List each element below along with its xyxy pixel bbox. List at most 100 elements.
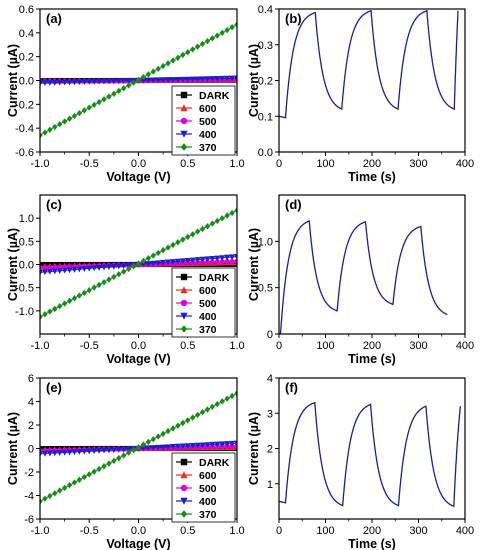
data-point [126, 82, 132, 89]
data-point [145, 445, 152, 452]
data-point [165, 444, 172, 451]
data-point [195, 228, 201, 235]
data-point [190, 231, 196, 238]
y-tick-label: 0 [267, 329, 273, 341]
data-point [160, 77, 167, 84]
data-point [120, 446, 127, 453]
data-point [140, 73, 147, 81]
data-point [224, 254, 231, 261]
x-tick-label: -0.5 [80, 158, 99, 170]
data-point [209, 35, 215, 42]
data-point [175, 422, 181, 429]
data-point [219, 215, 225, 222]
data-point [86, 448, 93, 455]
data-point [145, 255, 151, 262]
data-point [219, 75, 226, 82]
data-point [150, 260, 157, 267]
legend-label: 600 [199, 103, 217, 115]
y-tick-label: 0.5 [258, 283, 273, 295]
data-point [115, 446, 122, 453]
legend-label: 400 [199, 311, 217, 323]
x-tick-label: -0.5 [80, 525, 99, 537]
data-point [61, 449, 68, 456]
x-tick-label: 0.5 [180, 158, 195, 170]
panel-label: (d) [285, 197, 302, 212]
data-point [189, 442, 196, 449]
data-point [165, 427, 171, 435]
panel-label: (c) [46, 197, 62, 212]
data-point [126, 449, 132, 456]
legend-marker [180, 299, 188, 307]
x-tick-label: 1.0 [229, 525, 244, 537]
legend-item-dark: DARK [176, 457, 230, 469]
data-point [155, 65, 161, 73]
y-tick-label: -0.4 [15, 123, 34, 135]
legend-marker [180, 312, 188, 320]
photocurrent-line [279, 9, 459, 119]
data-point [96, 281, 102, 289]
data-point [209, 259, 215, 265]
y-tick-label: -1.0 [15, 306, 34, 318]
data-point [47, 264, 53, 271]
legend-marker [180, 484, 188, 492]
y-tick-label: -0.5 [15, 283, 34, 295]
data-point [234, 75, 237, 82]
series-400 [40, 254, 237, 276]
data-point [165, 60, 171, 67]
x-tick-label: 200 [363, 525, 381, 537]
y-tick-label: 0.0 [19, 260, 34, 272]
panel-e: -1.0 -0.5 0.0 0.5 1.0 -6 -4 -2 0 2 4 6 Voltage (V) Cu… [6, 373, 245, 550]
data-point [105, 264, 112, 271]
data-point [42, 495, 48, 502]
panel-label: (b) [285, 11, 302, 26]
data-point [229, 209, 235, 217]
legend-label: 370 [199, 142, 217, 154]
data-point [170, 425, 176, 432]
data-point [224, 258, 230, 265]
data-point [185, 233, 191, 241]
x-tick-label: 0.0 [131, 340, 146, 352]
data-point [194, 257, 201, 263]
data-point [160, 62, 166, 70]
axes-frame [278, 8, 466, 153]
data-point [61, 79, 68, 86]
data-point [204, 37, 211, 45]
data-point [76, 79, 83, 86]
data-point [66, 449, 73, 456]
legend-label: DARK [199, 457, 230, 469]
y-tick-label: 6 [28, 373, 34, 385]
data-point [57, 487, 63, 494]
y-tick-label: -6 [24, 514, 34, 526]
data-point [209, 255, 216, 262]
y-tick-label: 0.1 [258, 111, 273, 123]
y-tick-label: -0.6 [15, 147, 34, 159]
plot-area [40, 390, 237, 505]
y-axis-title: Current (µA) [247, 412, 261, 485]
data-point [47, 126, 53, 133]
data-point [101, 264, 108, 271]
y-tick-label: 4 [28, 397, 34, 409]
data-point [135, 260, 142, 267]
data-point [175, 239, 181, 246]
data-point [204, 406, 211, 413]
legend-label: DARK [199, 272, 230, 284]
panel-a: -1.0 -0.5 0.0 0.5 1.0 -0.6 -0.4 -0.2 0.0 0.2 0.4 0.… [6, 4, 245, 184]
x-tick-label: 1.0 [229, 340, 244, 352]
data-point [155, 433, 161, 440]
data-point [61, 267, 68, 274]
data-point [224, 26, 230, 34]
legend-label: 500 [199, 116, 217, 128]
data-point [71, 295, 78, 302]
data-point [42, 310, 48, 318]
x-tick-label: 200 [363, 340, 381, 352]
data-point [125, 446, 132, 453]
data-point [71, 479, 78, 486]
legend-marker [180, 497, 188, 505]
data-point [91, 78, 98, 85]
data-point [229, 392, 235, 400]
data-point [224, 395, 230, 402]
y-axis-title: Current (µA) [6, 44, 20, 117]
